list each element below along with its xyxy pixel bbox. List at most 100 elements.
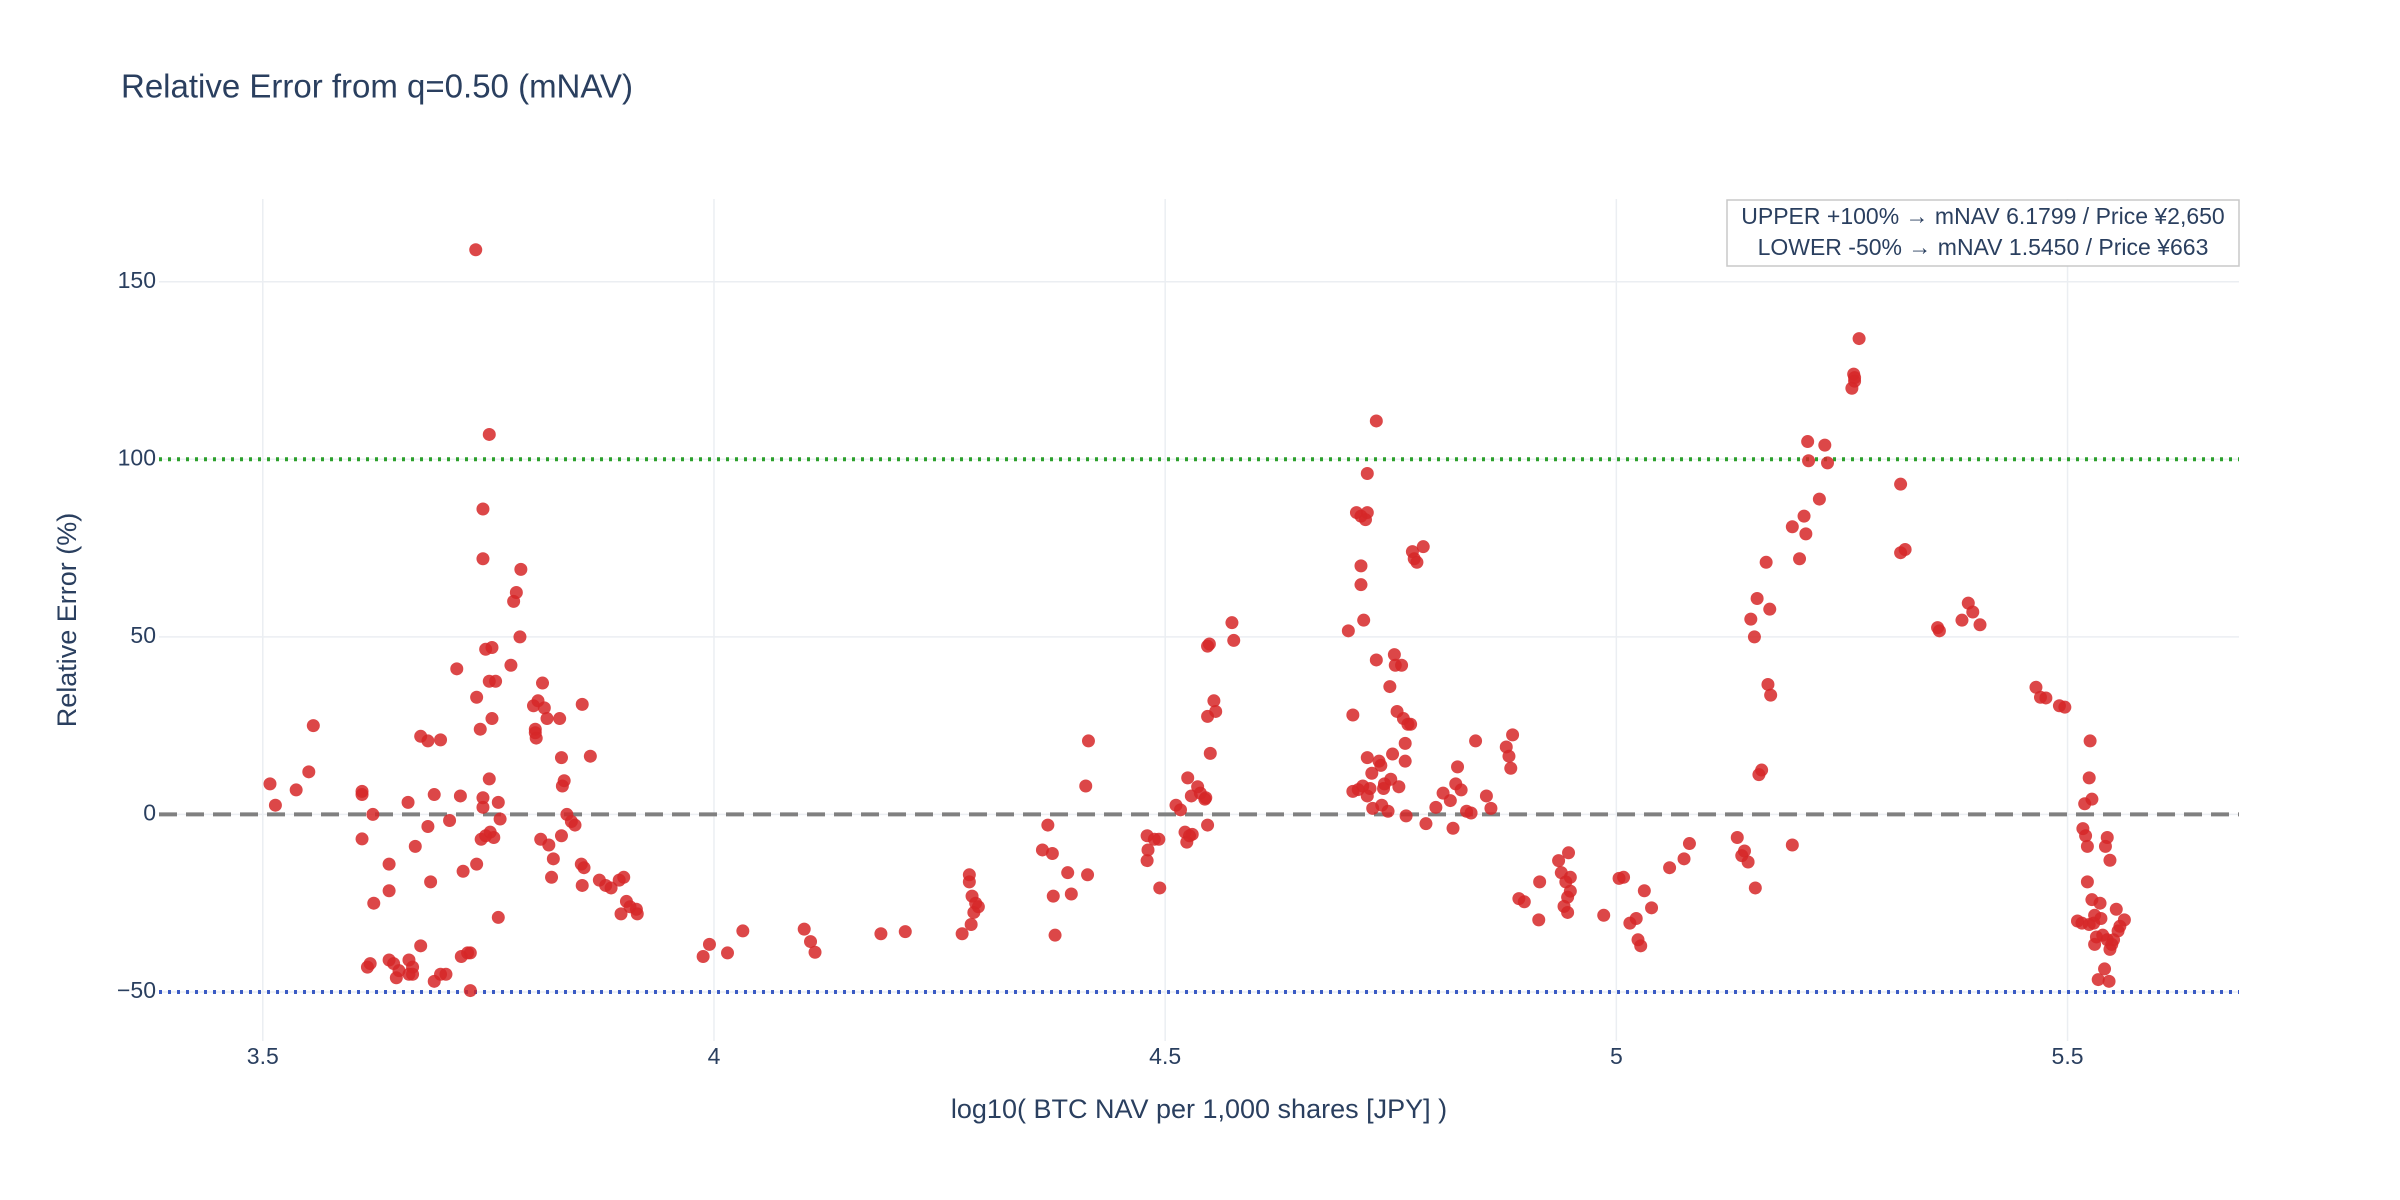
point: [482, 427, 496, 441]
point: [1764, 688, 1778, 702]
point: [470, 857, 484, 871]
point: [617, 870, 631, 884]
point: [456, 864, 470, 878]
point: [443, 813, 457, 827]
point: [1747, 630, 1761, 644]
point: [1227, 633, 1241, 647]
point: [1793, 552, 1807, 566]
point: [1081, 868, 1095, 882]
annotation: UPPER +100% → mNAV 6.1799 / Price ¥2,650: [1741, 203, 2224, 229]
point: [2085, 792, 2099, 806]
point: [1634, 939, 1648, 953]
point: [1419, 817, 1433, 831]
point: [2039, 691, 2053, 705]
x-tick-label: 4.5: [1149, 1043, 1181, 1069]
point: [1464, 806, 1478, 820]
point: [1755, 763, 1769, 777]
point: [1209, 704, 1223, 718]
point: [513, 630, 527, 644]
point: [504, 658, 518, 672]
point: [363, 957, 377, 971]
point: [736, 924, 750, 938]
point: [476, 791, 490, 805]
x-axis-title: log10( BTC NAV per 1,000 shares [JPY] ): [951, 1094, 1447, 1124]
point: [1225, 616, 1239, 630]
point: [1750, 592, 1764, 606]
point: [1446, 821, 1460, 835]
point: [1041, 818, 1055, 832]
point: [1617, 870, 1631, 884]
point: [804, 935, 818, 949]
annotation-frame: [1726, 199, 2240, 267]
point: [476, 502, 490, 516]
point: [509, 585, 523, 599]
point: [1199, 791, 1213, 805]
point: [1730, 831, 1744, 845]
point: [1645, 901, 1659, 915]
point: [1797, 509, 1811, 523]
point: [1848, 374, 1862, 388]
point: [1354, 578, 1368, 592]
point: [268, 798, 282, 812]
point: [630, 907, 644, 921]
point: [614, 907, 628, 921]
point: [1812, 492, 1826, 506]
point: [1392, 780, 1406, 794]
point: [1045, 846, 1059, 860]
point: [2091, 973, 2105, 987]
point: [1454, 783, 1468, 797]
point: [406, 967, 420, 981]
point: [476, 800, 490, 814]
point: [1451, 760, 1465, 774]
point: [2079, 829, 2093, 843]
point: [1761, 677, 1775, 691]
point: [553, 712, 567, 726]
point: [1744, 612, 1758, 626]
ticks: 3.5 4 4.5 5 5.5 −50 0 50 100 150: [117, 267, 2084, 1069]
point: [1763, 602, 1777, 616]
point: [1563, 884, 1577, 898]
point: [797, 922, 811, 936]
point: [382, 857, 396, 871]
point: [1048, 928, 1062, 942]
point: [450, 662, 464, 676]
point: [421, 734, 435, 748]
point: [540, 712, 554, 726]
point: [971, 900, 985, 914]
point: [469, 243, 483, 257]
point: [575, 697, 589, 711]
point: [1153, 881, 1167, 895]
point: [898, 925, 912, 939]
point: [964, 918, 978, 932]
point: [414, 939, 428, 953]
annotation: LOWER -50% → mNAV 1.5450 / Price ¥663: [1758, 234, 2209, 260]
point: [2080, 875, 2094, 889]
point: [424, 875, 438, 889]
x-tick-label: 4: [708, 1043, 721, 1069]
x-tick-label: 5.5: [2052, 1043, 2084, 1069]
point: [408, 839, 422, 853]
point: [1932, 624, 1946, 638]
point: [1443, 794, 1457, 808]
point: [1363, 782, 1377, 796]
point: [463, 946, 477, 960]
point: [1357, 613, 1371, 627]
point: [1759, 555, 1773, 569]
point: [366, 807, 380, 821]
point: [491, 795, 505, 809]
point: [537, 701, 551, 715]
point: [1785, 520, 1799, 534]
point: [1081, 734, 1095, 748]
point: [382, 884, 396, 898]
point: [1386, 747, 1400, 761]
point: [2058, 700, 2072, 714]
point: [2082, 771, 2096, 785]
point: [1416, 540, 1430, 554]
point: [1152, 832, 1166, 846]
point: [1894, 477, 1908, 491]
point: [1369, 653, 1383, 667]
annotation-box: UPPER +100% → mNAV 6.1799 / Price ¥2,650…: [1726, 199, 2240, 267]
point: [554, 829, 568, 843]
point: [962, 875, 976, 889]
